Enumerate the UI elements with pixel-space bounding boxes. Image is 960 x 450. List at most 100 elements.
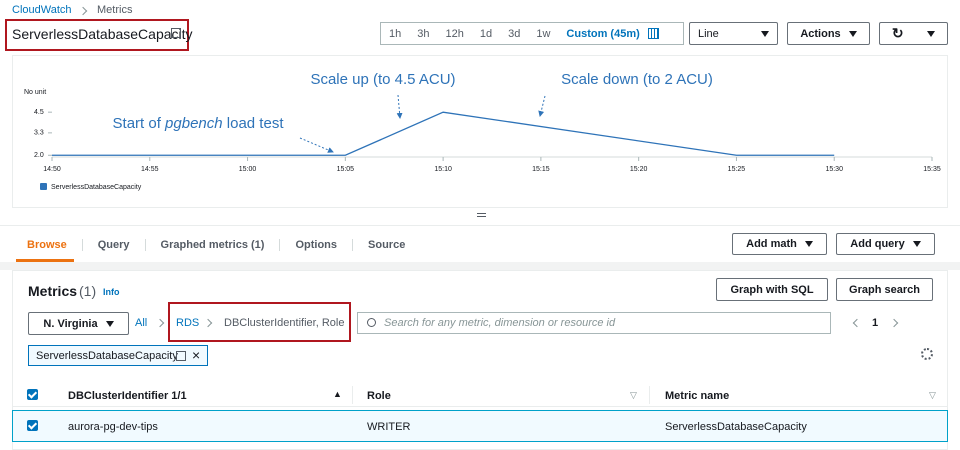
annotation-part: load test [223, 115, 285, 132]
annotation-part: Scale up (to 4.5 ACU) [310, 71, 455, 88]
tab[interactable]: Graphed metrics (1) [144, 239, 280, 251]
time-range-group: 1h 3h 12h 1d 3d 1w Custom (45m) [380, 22, 684, 45]
data-line [52, 111, 835, 156]
y-tick-label: 4.5 [34, 109, 44, 116]
row-checkbox[interactable] [27, 420, 38, 431]
table-cell: WRITER [367, 421, 411, 433]
annotation-arrow [396, 94, 403, 119]
x-tick-label: 15:00 [239, 166, 257, 173]
x-tick-label: 14:50 [43, 166, 61, 173]
metric-title: ServerlessDatabaseCapacity [12, 26, 193, 42]
resize-handle[interactable] [477, 213, 486, 217]
metrics-title: Metrics [28, 283, 78, 299]
select-all-checkbox[interactable] [27, 389, 38, 400]
column-header[interactable]: DBClusterIdentifier 1/1 [68, 390, 187, 402]
tab-bar: Browse Query Graphed metrics (1) Options Sou… [12, 228, 420, 262]
chip-label: ServerlessDatabaseCapacity [36, 350, 178, 362]
x-tick-label: 15:35 [923, 166, 941, 173]
highlight-box [5, 19, 189, 51]
sort-icon[interactable]: ▲ [333, 389, 342, 399]
path-link[interactable]: All [135, 317, 148, 329]
table-row[interactable] [12, 410, 948, 442]
annotation-arrow [299, 137, 334, 153]
y-axis-label: No unit [24, 89, 46, 96]
chart: No unit 2.0 3.3 4.5 14:50 14:55 15:00 15:05 15:1… [24, 71, 941, 191]
active-tab-indicator [16, 259, 74, 262]
x-tick-label: 15:30 [825, 166, 843, 173]
info-link[interactable]: Info [103, 287, 120, 297]
x-tick-label: 14:55 [141, 166, 159, 173]
button-label: Add query [850, 238, 905, 250]
x-tick-label: 15:05 [337, 166, 355, 173]
time-range-option[interactable]: 1d [479, 27, 493, 40]
metrics-count: (1) [79, 283, 97, 299]
tab[interactable]: Browse [27, 239, 67, 251]
actions-button[interactable]: Actions [787, 22, 870, 45]
search-icon [367, 318, 376, 327]
x-tick-label: 15:20 [630, 166, 648, 173]
chart-panel [12, 55, 948, 208]
tab[interactable]: Query [81, 239, 145, 251]
x-tick-label: 15:15 [532, 166, 550, 173]
annotation-arrow [538, 95, 546, 117]
legend-label: ServerlessDatabaseCapacity [51, 184, 142, 191]
graph-search-button[interactable]: Graph search [836, 278, 933, 301]
calendar-icon[interactable] [647, 28, 659, 39]
chip-edit[interactable] [176, 351, 186, 361]
breadcrumb-separator [78, 6, 88, 16]
refresh-group[interactable]: ↻ [879, 22, 948, 45]
time-range-option[interactable]: 3d [508, 27, 521, 40]
column-header[interactable]: Role [367, 390, 391, 402]
page-number[interactable]: 1 [872, 317, 879, 329]
annotation-part: Start of [113, 115, 166, 132]
y-tick-label: 2.0 [34, 152, 44, 159]
annotation: Start of pgbench load test [113, 115, 285, 132]
search-box[interactable]: Search for any metric, dimension or reso… [357, 312, 831, 334]
button-label: Add math [746, 238, 797, 250]
add-math-button[interactable]: Add math [732, 233, 827, 255]
column-divider [352, 386, 353, 404]
tab[interactable]: Options [279, 239, 352, 251]
region-select[interactable]: N. Virginia [28, 312, 129, 335]
chip-remove[interactable]: × [192, 347, 201, 363]
x-tick-label: 15:10 [434, 166, 452, 173]
tab[interactable]: Source [352, 239, 420, 251]
region-value: N. Virginia [43, 317, 98, 330]
view-value: Line [698, 27, 719, 40]
table-cell: ServerlessDatabaseCapacity [665, 421, 807, 433]
add-query-button[interactable]: Add query [836, 233, 935, 255]
x-tick-label: 15:25 [728, 166, 746, 173]
graph-sql-button[interactable]: Graph with SQL [716, 278, 828, 301]
view-select[interactable]: Line [689, 22, 778, 45]
column-header[interactable]: Metric name [665, 390, 730, 402]
column-divider [649, 386, 650, 404]
highlight-box [168, 302, 351, 342]
legend-swatch [40, 183, 47, 190]
table-header [12, 383, 948, 407]
time-range-option[interactable]: 1w [536, 27, 551, 40]
divider [0, 225, 960, 226]
search-placeholder: Search for any metric, dimension or reso… [384, 317, 616, 329]
settings-icon[interactable] [921, 348, 933, 360]
actions-label: Actions [800, 27, 841, 40]
metric-chip: ServerlessDatabaseCapacity × [28, 345, 208, 366]
path-link[interactable]: RDS [176, 317, 200, 329]
time-range-option[interactable]: Custom (45m) [566, 27, 640, 40]
sort-icon[interactable]: ▽ [630, 390, 637, 400]
breadcrumb-link[interactable]: CloudWatch [12, 4, 72, 16]
annotation-part: pgbench [164, 115, 223, 132]
edit-icon[interactable] [171, 28, 181, 38]
table-cell: aurora-pg-dev-tips [68, 421, 158, 433]
gap [0, 262, 960, 270]
annotation: Scale down (to 2 ACU) [561, 71, 713, 88]
sort-icon[interactable]: ▽ [929, 390, 936, 400]
breadcrumb-current: Metrics [97, 4, 133, 16]
annotation-part: Scale down (to 2 ACU) [561, 71, 713, 88]
time-range-option[interactable]: 3h [417, 27, 430, 40]
time-range-option[interactable]: 1h [389, 27, 402, 40]
y-tick-label: 3.3 [34, 130, 44, 137]
annotation: Scale up (to 4.5 ACU) [310, 71, 455, 88]
path-current: DBClusterIdentifier, Role [224, 317, 345, 329]
time-range-option[interactable]: 12h [445, 27, 464, 40]
